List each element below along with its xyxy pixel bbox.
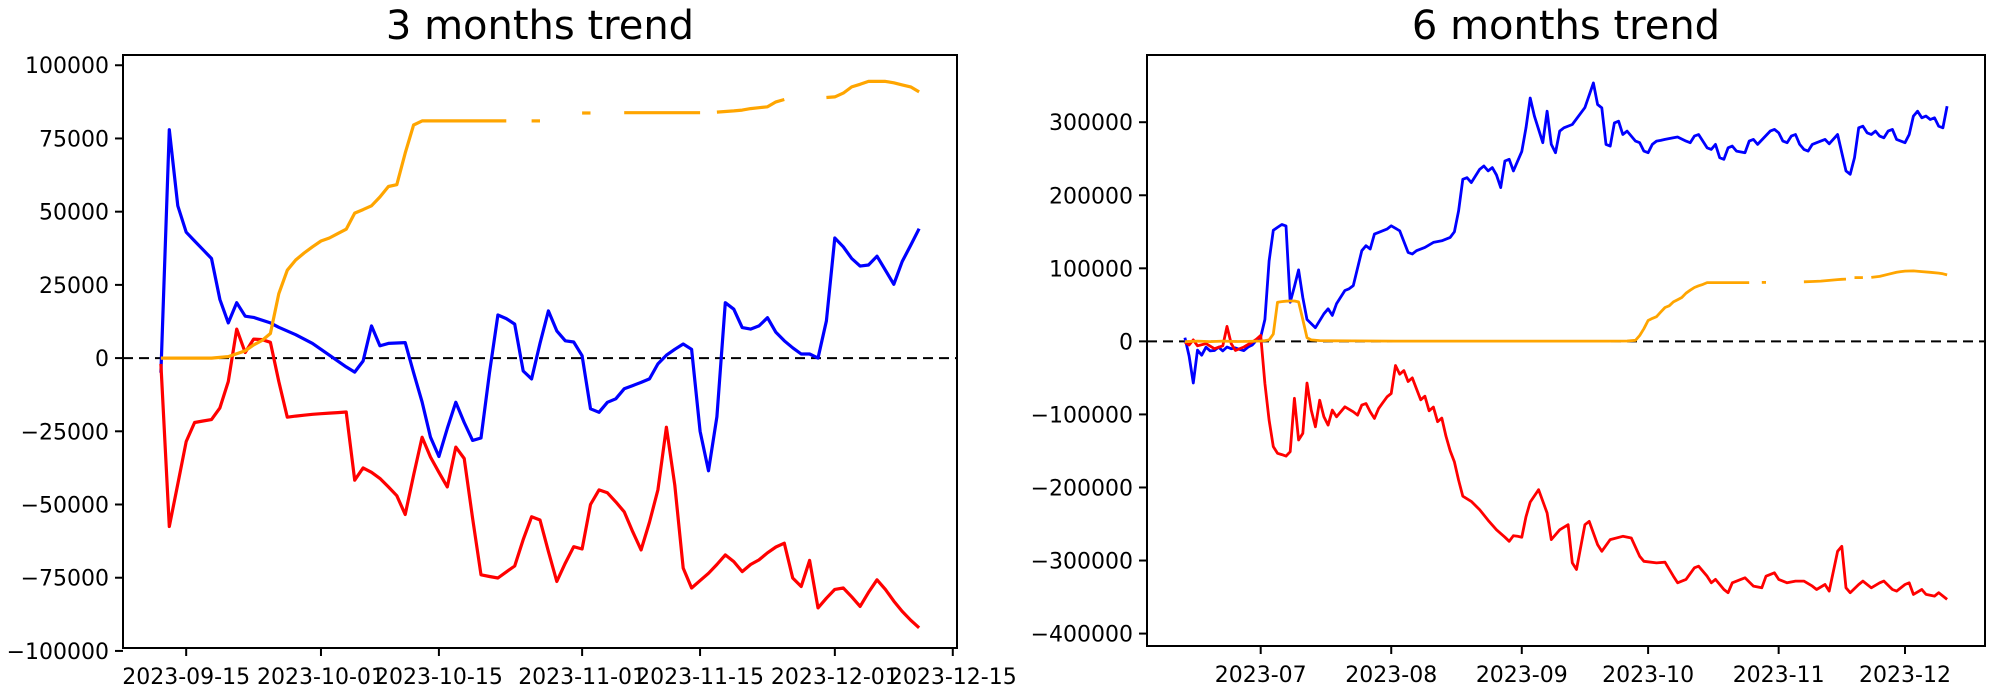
y-tick-label: −300000 [1031, 550, 1133, 575]
y-tick-label: 100000 [25, 54, 109, 79]
y-tick-label: −100000 [1031, 403, 1133, 428]
series-orange-line [160, 119, 507, 360]
chart-1: 300000 200000 100000 0 −100000 −200000 −300000… [1031, 54, 1986, 688]
series-orange-line [1184, 281, 1750, 344]
y-tick-label: 25000 [39, 274, 109, 299]
x-tick-label: 2023-11-15 [636, 665, 764, 690]
chart-title-6-months-trend: 6 months trend [1411, 3, 1721, 49]
x-tick-label: 2023-11 [1733, 663, 1825, 688]
x-tick-label: 2023-10-15 [375, 665, 503, 690]
y-tick-label: 100000 [1049, 257, 1133, 282]
y-tick-label: −100000 [7, 640, 109, 665]
series-blue-line [159, 128, 921, 473]
x-tick-label: 2023-12-01 [771, 665, 899, 690]
y-tick-label: −400000 [1031, 623, 1133, 648]
x-tick-label: 2023-07 [1215, 663, 1307, 688]
y-tick-label: −50000 [21, 494, 109, 519]
y-tick-label: −25000 [21, 420, 109, 445]
y-tick-label: 300000 [1049, 111, 1133, 136]
plot-frame [1146, 54, 1986, 647]
y-tick-label: 0 [1119, 330, 1133, 355]
x-tick-label: 2023-12-15 [889, 665, 1017, 690]
series-orange-line [1803, 277, 1847, 284]
series-red-line [159, 327, 921, 629]
y-tick-label: 0 [95, 347, 109, 372]
x-tick-label: 2023-10 [1602, 663, 1694, 688]
series-orange-line [716, 97, 785, 114]
x-tick-label: 2023-11-01 [518, 665, 646, 690]
chart-title-3-months-trend: 3 months trend [385, 3, 695, 49]
x-tick-label: 2023-08 [1345, 663, 1437, 688]
y-tick-label: 75000 [39, 127, 109, 152]
series-orange-line [1871, 269, 1948, 279]
y-tick-label: −200000 [1031, 476, 1133, 501]
y-tick-label: −75000 [21, 567, 109, 592]
x-tick-label: 2023-09 [1476, 663, 1568, 688]
x-tick-label: 2023-10-01 [257, 665, 385, 690]
plot-frame [122, 54, 958, 649]
series-red-line [1184, 324, 1948, 601]
chart-0: 100000 75000 50000 25000 0 −25000 −50000 −75000… [7, 54, 1017, 690]
x-tick-label: 2023-09-15 [122, 665, 250, 690]
y-tick-label: 200000 [1049, 184, 1133, 209]
series-blue-line [1183, 81, 1949, 385]
x-tick-label: 2023-12 [1859, 663, 1951, 688]
y-tick-label: 50000 [39, 201, 109, 226]
series-orange-line [826, 79, 920, 100]
